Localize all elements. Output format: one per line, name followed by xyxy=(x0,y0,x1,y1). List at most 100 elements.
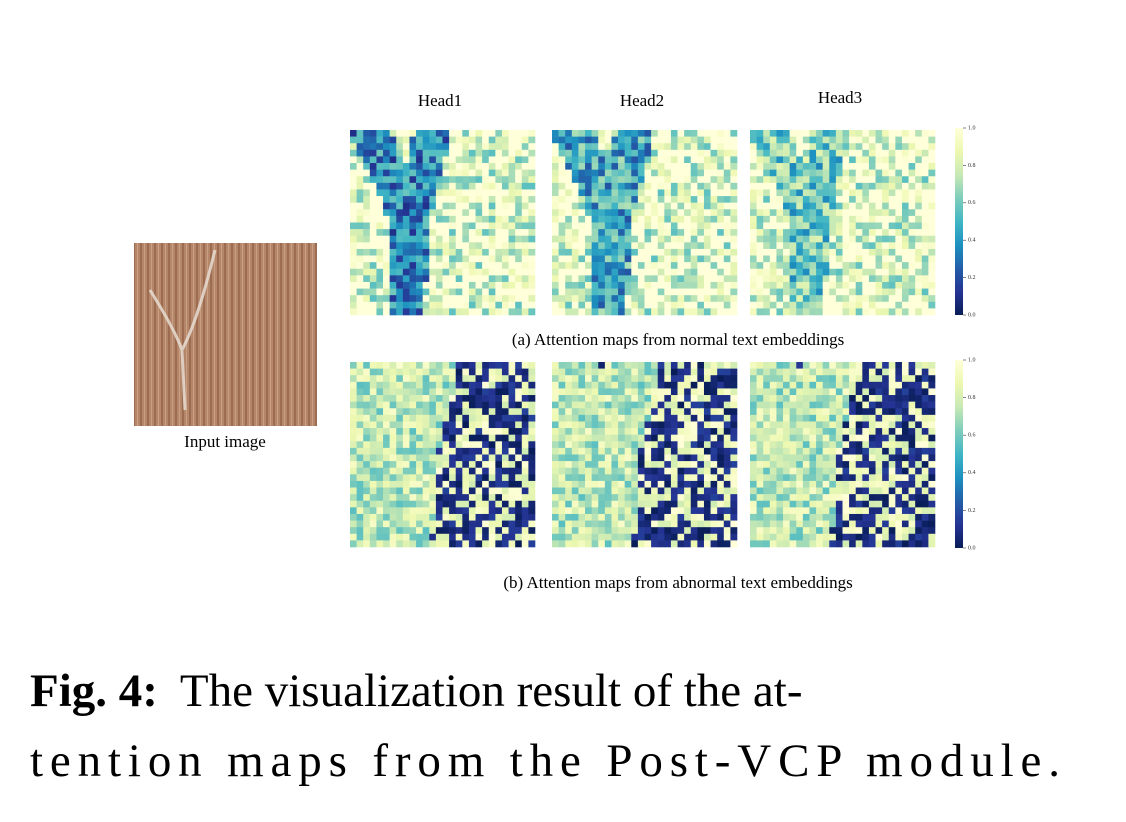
heatmap-cell xyxy=(435,388,443,396)
heatmap-cell xyxy=(598,454,606,462)
heatmap-cell xyxy=(763,421,771,429)
heatmap-cell xyxy=(475,388,483,396)
heatmap-cell xyxy=(849,500,857,508)
heatmap-cell xyxy=(690,381,698,389)
heatmap-cell xyxy=(515,494,523,502)
heatmap-cell xyxy=(849,182,857,190)
heatmap-cell xyxy=(475,281,483,289)
heatmap-cell xyxy=(369,388,377,396)
heatmap-cell xyxy=(875,182,883,190)
heatmap-cell xyxy=(703,507,711,515)
heatmap-cell xyxy=(409,494,417,502)
heatmap-cell xyxy=(796,520,804,528)
heatmap-cell xyxy=(664,480,672,488)
heatmap-cell xyxy=(842,461,850,469)
heatmap-cell xyxy=(591,176,599,184)
heatmap-cell xyxy=(416,474,423,482)
heatmap-cell xyxy=(598,434,606,442)
heatmap-cell xyxy=(462,395,470,402)
heatmap-cell xyxy=(697,295,705,303)
heatmap-cell xyxy=(429,130,437,137)
heatmap-cell xyxy=(369,176,377,184)
heatmap-cell xyxy=(756,520,764,528)
heatmap-cell xyxy=(730,163,738,170)
heatmap-cell xyxy=(928,500,936,508)
heatmap-cell xyxy=(521,474,529,482)
heatmap-cell xyxy=(862,408,870,416)
heatmap-cell xyxy=(631,513,639,521)
heatmap-cell xyxy=(657,434,665,442)
heatmap-cell xyxy=(756,130,764,137)
heatmap-cell xyxy=(482,375,490,383)
heatmap-cell xyxy=(849,454,857,462)
heatmap-cell xyxy=(822,447,830,455)
heatmap-cell xyxy=(816,480,823,488)
heatmap-cell xyxy=(829,215,837,223)
heatmap-cell xyxy=(591,375,599,383)
heatmap-cell xyxy=(703,235,711,243)
heatmap-cell xyxy=(809,182,817,190)
heatmap-cell xyxy=(578,434,586,442)
heatmap-cell xyxy=(578,301,586,309)
heatmap-cell xyxy=(389,136,397,144)
heatmap-cell xyxy=(915,434,923,442)
heatmap-cell xyxy=(657,388,665,396)
heatmap-cell xyxy=(416,275,423,283)
heatmap-cell xyxy=(697,500,705,508)
heatmap-cell xyxy=(631,268,639,276)
heatmap-cell xyxy=(783,487,790,495)
heatmap-cell xyxy=(816,388,823,396)
heatmap-cell xyxy=(842,130,850,137)
heatmap-cell xyxy=(475,540,483,548)
heatmap-cell xyxy=(604,362,612,369)
heatmap-cell xyxy=(356,527,364,535)
heatmap-cell xyxy=(882,308,890,316)
heatmap-cell xyxy=(882,143,890,151)
heatmap-cell xyxy=(684,454,692,462)
heatmap-cell xyxy=(769,248,777,256)
heatmap-cell xyxy=(862,467,870,475)
heatmap-cell xyxy=(664,507,672,515)
heatmap-cell xyxy=(515,461,523,469)
heatmap-cell xyxy=(402,375,410,383)
heatmap-cell xyxy=(429,414,437,422)
heatmap-cell xyxy=(482,130,490,137)
heatmap-cell xyxy=(723,507,731,515)
heatmap-cell xyxy=(882,288,890,296)
heatmap-cell xyxy=(598,176,606,184)
heatmap-cell xyxy=(475,434,483,442)
heatmap-cell xyxy=(565,169,573,177)
heatmap-cell xyxy=(521,136,529,144)
heatmap-cell xyxy=(631,143,639,151)
heatmap-cell xyxy=(422,295,430,303)
heatmap-cell xyxy=(829,281,837,289)
heatmap-cell xyxy=(849,401,857,409)
heatmap-cell xyxy=(664,189,672,197)
heatmap-cell xyxy=(585,169,592,177)
heatmap-cell xyxy=(409,368,417,376)
heatmap-cell xyxy=(670,229,678,237)
heatmap-cell xyxy=(915,229,923,237)
heatmap-cell xyxy=(369,500,377,508)
heatmap-cell xyxy=(598,414,606,422)
heatmap-cell xyxy=(591,527,599,535)
heatmap-cell xyxy=(677,209,685,217)
heatmap-cell xyxy=(769,461,777,469)
heatmap-cell xyxy=(908,143,916,151)
heatmap-cell xyxy=(703,143,711,151)
heatmap-cell xyxy=(670,381,678,389)
heatmap-cell xyxy=(697,441,705,449)
heatmap-cell xyxy=(769,500,777,508)
heatmap-cell xyxy=(664,235,672,243)
heatmap-cell xyxy=(783,388,790,396)
heatmap-cell xyxy=(356,540,364,548)
heatmap-cell xyxy=(908,368,916,376)
heatmap-cell xyxy=(363,428,371,435)
heatmap-cell xyxy=(888,527,896,535)
heatmap-cell xyxy=(604,235,612,243)
heatmap-cell xyxy=(651,255,659,263)
heatmap-cell xyxy=(422,434,430,442)
heatmap-cell xyxy=(723,163,731,170)
heatmap-cell xyxy=(723,149,731,157)
heatmap-cell xyxy=(495,375,503,383)
